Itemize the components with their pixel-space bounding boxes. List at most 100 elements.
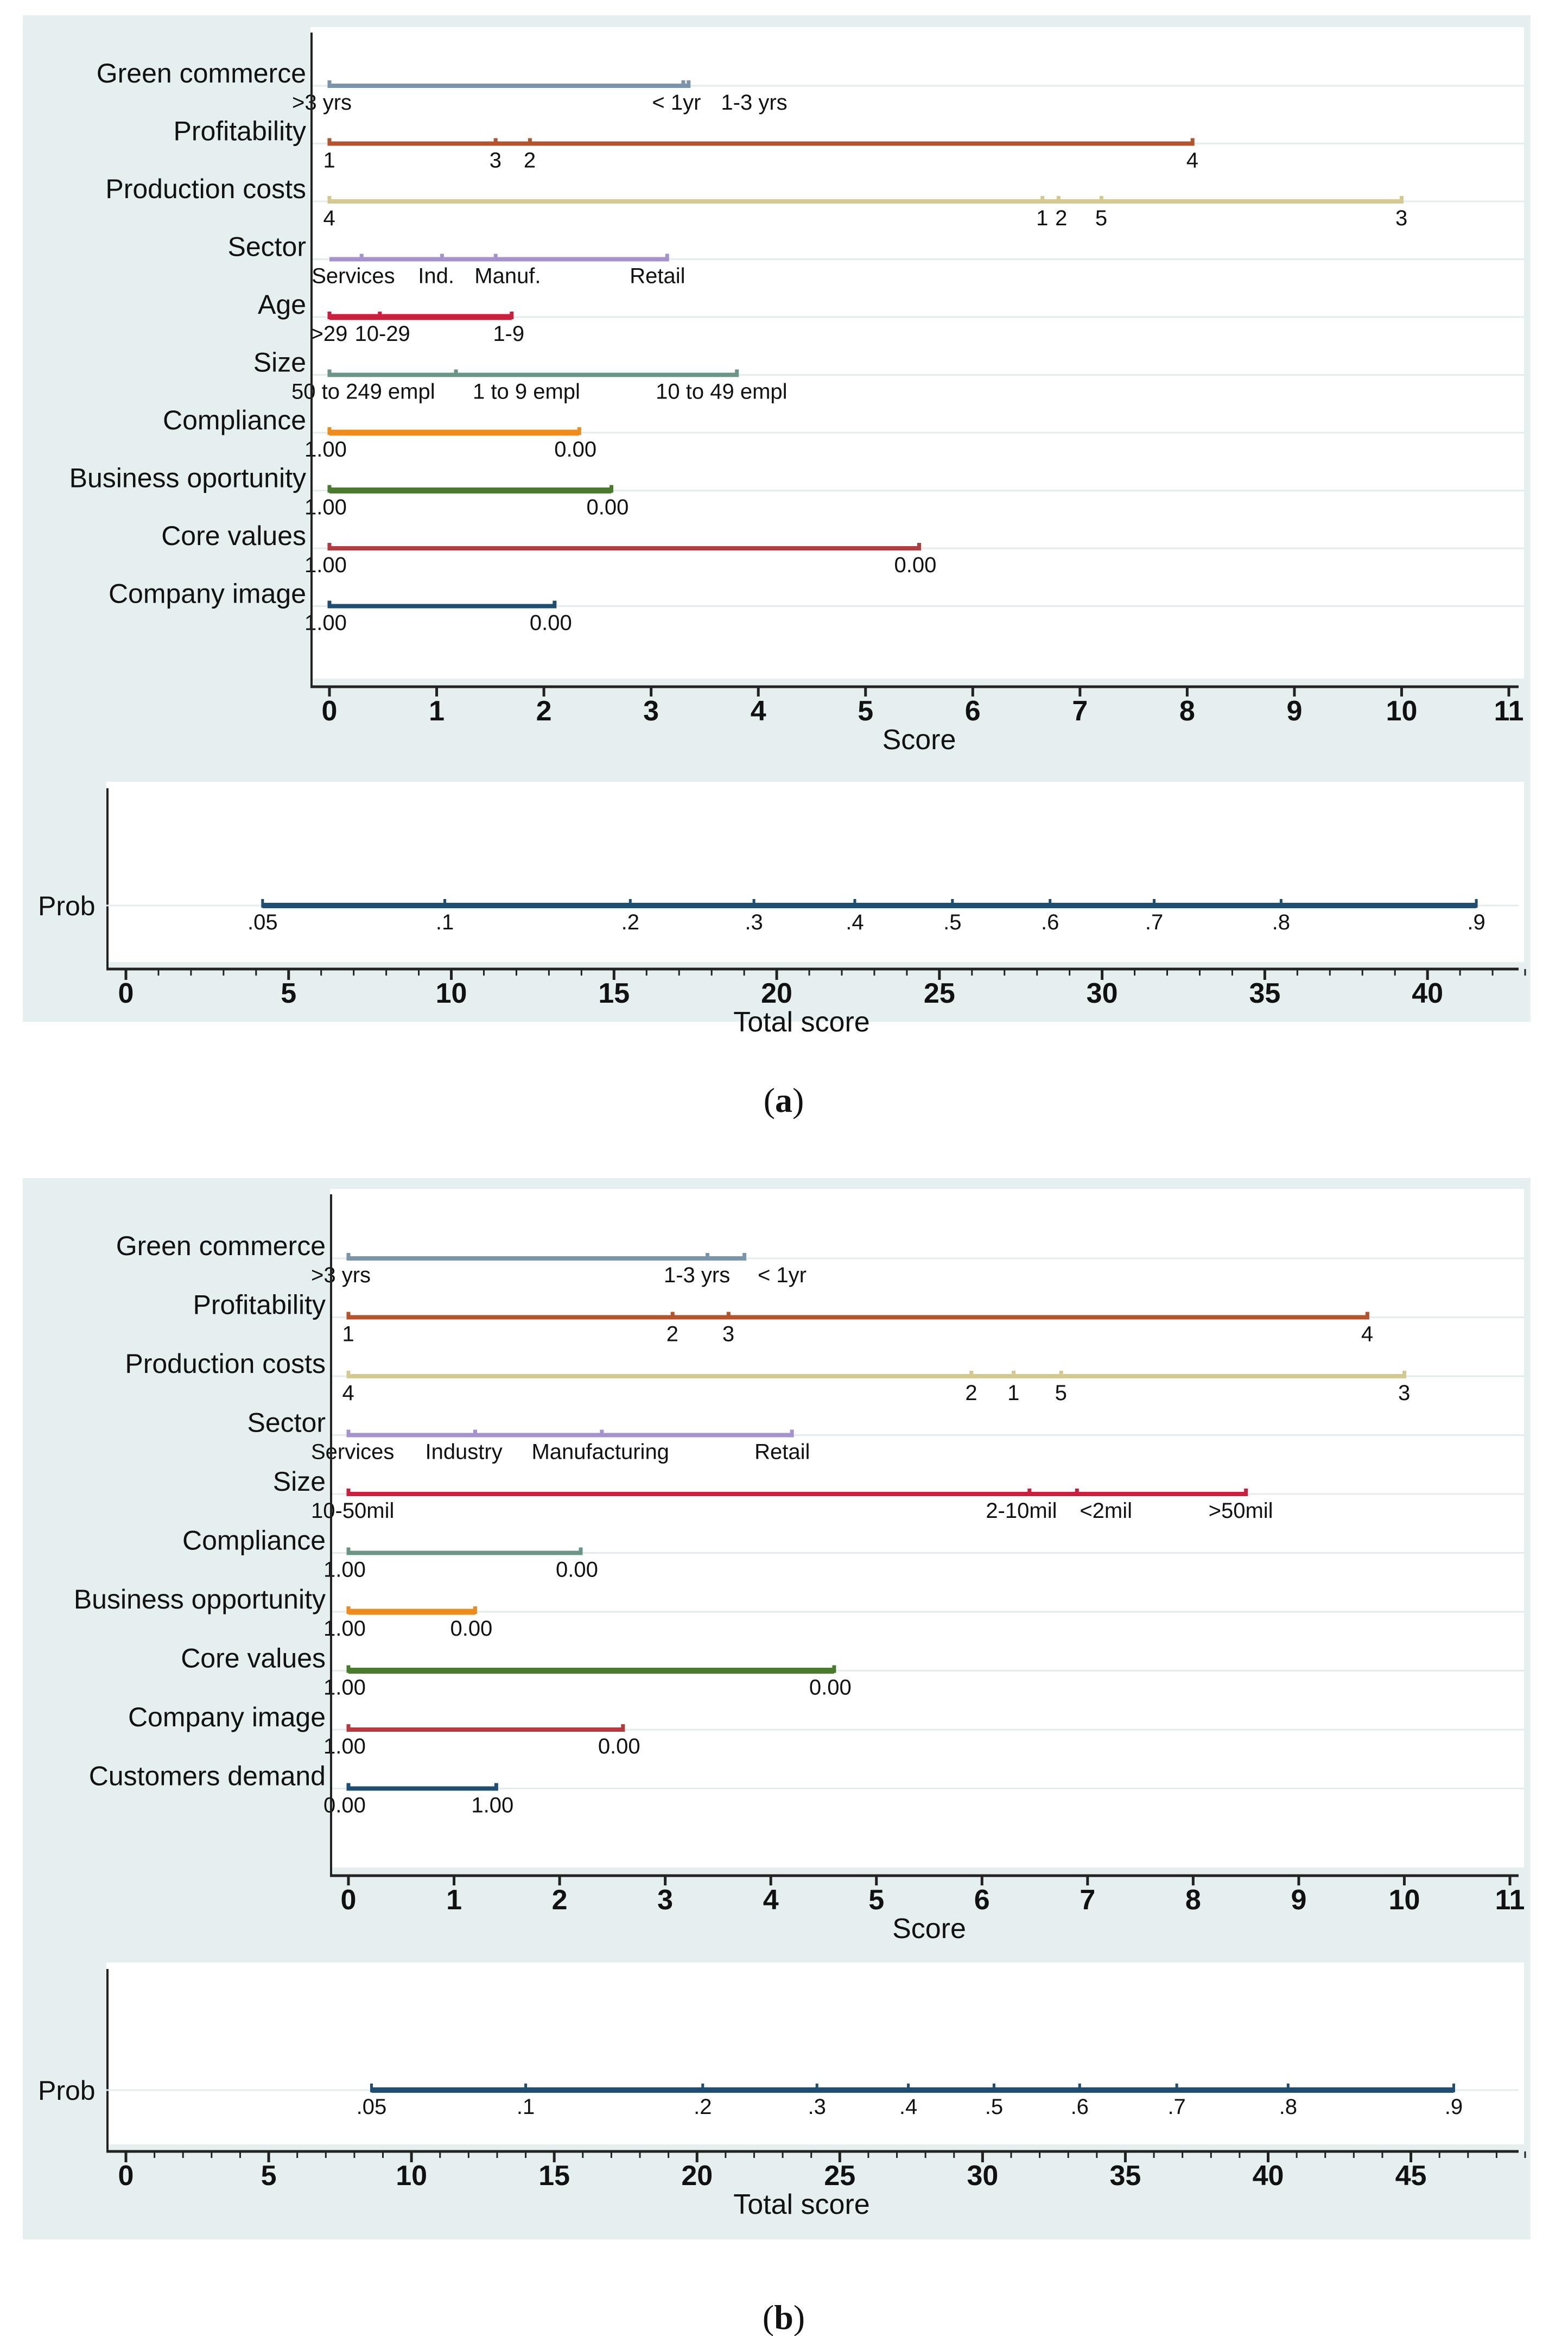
total-axis-tick-label: 0 [118,978,134,1009]
total-axis-tick-label: 10 [436,978,467,1009]
probability-tick-label: .3 [745,910,763,934]
score-axis-tick-label: 5 [868,1884,884,1916]
score-axis-tick-label: 10 [1386,695,1418,727]
score-axis-tick-label: 4 [763,1884,779,1916]
caption-letter: a [775,1081,792,1119]
variable-label: Core values [181,1643,326,1674]
level-label: 1-3 yrs [664,1263,730,1287]
variable-label: Production costs [125,1349,326,1379]
probability-tick-label: .5 [943,910,961,934]
level-label: 4 [1361,1322,1373,1346]
variable-row-green-commerce: Green commerce >3 yrs < 1yr 1-3 yrs [97,58,788,115]
level-label: 5 [1095,206,1107,230]
level-label: Services [311,1440,394,1464]
level-label: 4 [323,206,335,230]
total-axis-title: Total score [733,1006,869,1038]
score-axis-tick-label: 6 [974,1884,990,1916]
level-label: 50 to 249 empl [291,380,435,404]
level-label: >29 [311,322,348,346]
score-axis-tick-label: 1 [429,695,445,727]
score-axis-tick-label: 2 [552,1884,568,1916]
probability-tick-label: .4 [899,2095,917,2119]
level-label: 2 [965,1381,977,1405]
variable-row-profitability: Profitability 1 2 3 4 [193,1290,1373,1346]
probability-plot-area [106,1963,1524,2144]
level-label: 3 [722,1322,734,1346]
level-label: 1.00 [323,1617,366,1641]
level-label: 4 [342,1381,354,1405]
level-label: 2-10mil [986,1499,1057,1523]
level-label: 3 [1398,1381,1410,1405]
score-axis-tick-label: 7 [1080,1884,1095,1916]
probability-tick-label: .3 [808,2095,826,2119]
level-label: 1-3 yrs [721,91,787,115]
score-axis-tick-label: 11 [1495,1884,1525,1916]
level-label: 0.00 [323,1794,366,1818]
level-label: 0.00 [450,1617,492,1641]
score-axis-tick-label: 0 [341,1884,357,1916]
score-axis-tick-label: 11 [1494,695,1524,727]
level-label: Manufacturing [531,1440,669,1464]
level-label: 2 [1055,206,1067,230]
variable-row-production-costs: Production costs 4 1 2 5 3 [105,174,1407,230]
variable-label: Green commerce [97,58,306,88]
panel-caption: (a) [764,1081,804,1119]
level-label: 0.00 [530,611,572,635]
total-axis-tick-label: 20 [681,2160,713,2192]
total-axis-tick-label: 40 [1253,2160,1284,2192]
score-plot-area [330,1189,1524,1867]
panel-caption: (b) [763,2298,805,2336]
total-axis-title: Total score [733,2189,869,2220]
level-label: 1.00 [471,1794,513,1818]
probability-plot-area [106,782,1524,962]
level-label: 1.00 [323,1558,366,1582]
variable-label: Profitability [173,116,306,147]
variable-label: Size [253,347,306,378]
variable-label: Business oportunity [69,463,306,493]
level-label: Retail [754,1440,810,1464]
level-label: Manuf. [474,264,541,288]
score-axis-tick-label: 7 [1072,695,1088,727]
total-score-axis: 0 5 10 15 20 25 30 35 40 Total score [106,788,1526,1038]
variable-label: Age [258,289,306,320]
level-label: 0.00 [554,438,596,461]
level-label: 0.00 [587,496,629,520]
probability-scale: Prob .05 .1 .2 .3 .4 .5 .6 .7 .8 .9 [38,2075,1519,2119]
variable-row-customers-demand: Customers demand 0.00 1.00 [89,1761,514,1818]
score-axis-tick-label: 8 [1185,1884,1201,1916]
level-label: >3 yrs [311,1263,371,1287]
score-axis-tick-label: 1 [446,1884,462,1916]
level-label: 2 [666,1322,678,1346]
score-plot-area [310,27,1524,679]
probability-tick-label: .2 [694,2095,712,2119]
panel-a: Green commerce>3 yrs < 1yr 1-3 yrsProfitab… [23,15,1531,1119]
level-label: 1 [342,1322,354,1346]
total-axis-tick-label: 25 [924,978,955,1009]
level-label: 2 [524,149,536,173]
level-label: 3 [1395,206,1407,230]
caption-open-paren: ( [764,1081,775,1119]
probability-label: Prob [38,891,96,921]
level-label: 1 [1007,1381,1019,1405]
level-label: < 1yr [758,1263,807,1287]
total-axis-tick-label: 20 [761,978,792,1009]
variable-label: Profitability [193,1290,326,1320]
probability-tick-label: .5 [985,2095,1003,2119]
level-label: Industry [425,1440,502,1464]
level-label: 1 [323,149,335,173]
variable-label: Business opportunity [74,1584,326,1615]
probability-tick-label: .8 [1279,2095,1297,2119]
total-axis-tick-label: 5 [281,978,296,1009]
level-label: 10-29 [355,322,410,346]
variable-label: Sector [247,1408,326,1438]
level-label: 10 to 49 empl [656,380,787,404]
level-label: >50mil [1209,1499,1273,1523]
score-axis-tick-label: 8 [1179,695,1195,727]
score-axis-tick-label: 5 [858,695,873,727]
score-axis-tick-label: 2 [536,695,552,727]
